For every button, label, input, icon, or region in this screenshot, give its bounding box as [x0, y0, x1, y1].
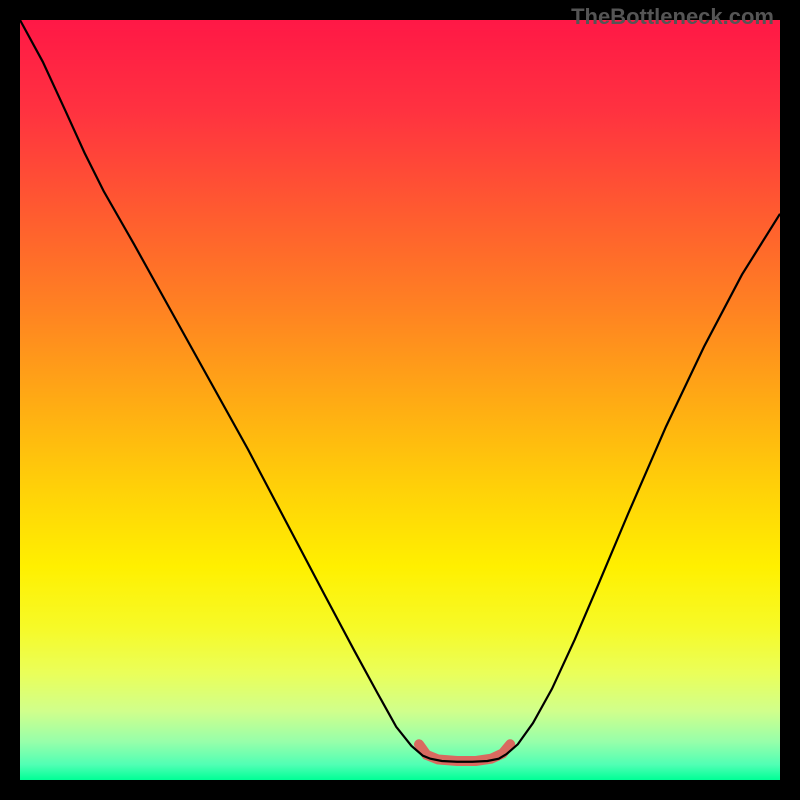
plot-area	[20, 20, 780, 780]
watermark-text: TheBottleneck.com	[571, 4, 774, 30]
bottleneck-chart: TheBottleneck.com	[0, 0, 800, 800]
bottleneck-v-curve	[20, 20, 780, 762]
curve-layer	[20, 20, 780, 780]
